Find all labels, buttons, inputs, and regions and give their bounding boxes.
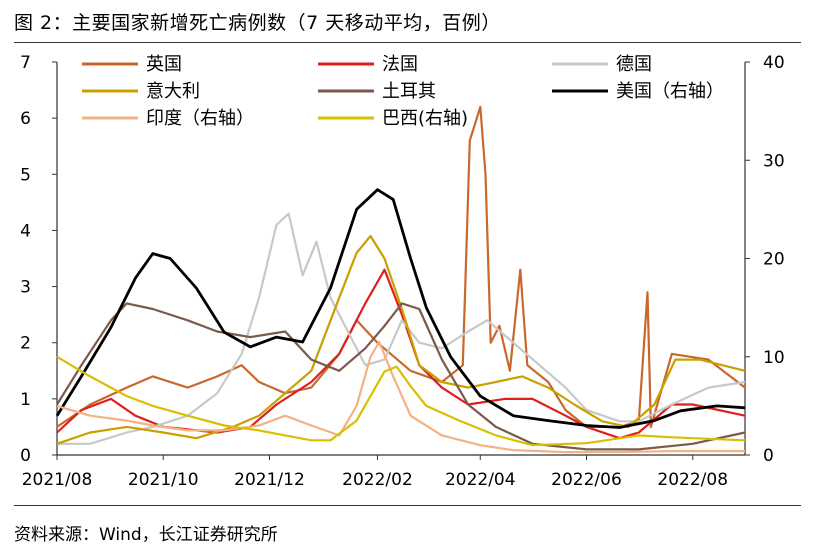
x-tick-label: 2022/08 — [657, 470, 728, 490]
x-tick-label: 2021/08 — [22, 470, 93, 490]
y-right-tick-label: 0 — [763, 446, 774, 466]
chart-title: 图 2：主要国家新增死亡病例数（7 天移动平均，百例） — [14, 12, 501, 34]
x-tick-label: 2022/04 — [445, 470, 516, 490]
legend-label: 法国 — [382, 54, 418, 75]
legend-label: 印度（右轴） — [146, 108, 254, 129]
series-line — [57, 212, 746, 445]
y-right-tick-label: 20 — [763, 250, 785, 270]
title-divider — [14, 42, 801, 43]
y-left-tick-label: 0 — [20, 446, 31, 466]
legend-label: 英国 — [146, 54, 182, 75]
x-tick-label: 2022/02 — [342, 470, 413, 490]
y-left-tick-label: 5 — [20, 165, 31, 185]
y-left-tick-label: 7 — [20, 53, 31, 73]
y-left-tick-label: 4 — [20, 221, 31, 241]
source-divider — [14, 505, 801, 506]
series-line — [56, 234, 746, 445]
x-tick-label: 2022/06 — [551, 470, 622, 490]
legend-label: 意大利 — [146, 81, 200, 102]
x-tick-label: 2021/12 — [234, 470, 305, 490]
x-tick-label: 2021/10 — [128, 470, 199, 490]
y-left-tick-label: 2 — [20, 334, 31, 354]
line-chart: 0 1 2 3 4 5 6 7 0 10 20 30 40 2021/08 2021/10 2021/12 20… — [20, 53, 785, 490]
source-note: 资料来源：Wind，长江证券研究所 — [14, 525, 278, 545]
series-line — [56, 268, 746, 440]
y-right-tick-label: 40 — [763, 53, 785, 73]
series-line — [56, 302, 746, 451]
legend-label: 美国（右轴） — [616, 81, 724, 102]
y-right-tick-label: 10 — [763, 348, 785, 368]
y-left-tick-label: 1 — [20, 390, 31, 410]
y-left-tick-label: 6 — [20, 109, 31, 129]
legend-label: 巴西(右轴) — [382, 108, 468, 129]
series-line — [56, 340, 745, 454]
legend-label: 土耳其 — [382, 81, 436, 102]
y-right-tick-label: 30 — [763, 151, 785, 171]
series-line — [56, 105, 746, 428]
series-line — [55, 188, 746, 429]
y-left-tick-label: 3 — [20, 278, 31, 298]
legend-label: 德国 — [616, 54, 652, 75]
series-line — [56, 355, 746, 447]
